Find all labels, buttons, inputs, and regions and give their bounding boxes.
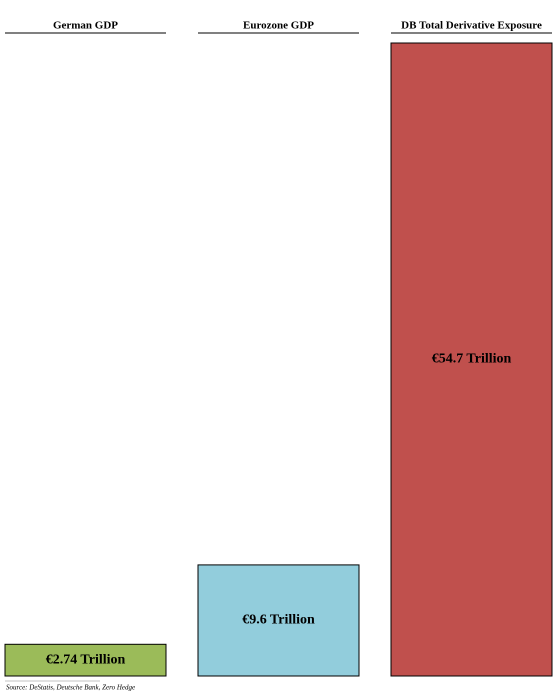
column-header: DB Total Derivative Exposure <box>401 20 542 32</box>
column-header: German GDP <box>53 20 118 32</box>
value-label: €2.74 Trillion <box>46 652 126 667</box>
source-note: Source: DeStatis, Deutsche Bank, Zero He… <box>6 684 135 692</box>
bar <box>197 564 360 677</box>
bar <box>4 643 167 677</box>
bar <box>390 42 553 677</box>
value-label: €54.7 Trillion <box>432 352 512 367</box>
value-label: €9.6 Trillion <box>242 613 315 628</box>
column-header: Eurozone GDP <box>243 20 314 32</box>
